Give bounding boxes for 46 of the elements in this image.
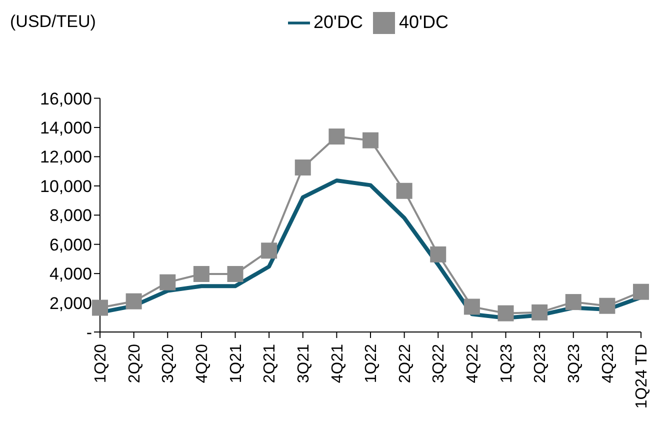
x-tick-label: 3Q23	[566, 344, 583, 384]
point	[362, 132, 378, 148]
y-tick-label: 2,000	[49, 294, 92, 313]
point	[328, 128, 345, 145]
y-tick-label: 16,000	[40, 89, 92, 108]
x-tick-label: 1Q24 TD	[634, 344, 651, 409]
point	[396, 182, 412, 199]
point	[532, 304, 548, 320]
x-tick-label: 3Q22	[430, 344, 448, 384]
y-tick-label: 10,000	[40, 176, 92, 196]
point	[633, 284, 649, 300]
x-tick-label: 4Q23	[600, 344, 617, 384]
point	[193, 266, 210, 282]
x-tick-label: 2Q21	[262, 344, 279, 384]
x-tick-label: 1Q20	[92, 344, 110, 384]
x-tick-label: 2Q20	[126, 344, 144, 384]
x-tick-label: 4Q20	[194, 344, 212, 384]
y-tick-label: 14,000	[40, 118, 92, 138]
y-axis-title: (USD/TEU)	[10, 12, 96, 32]
y-tick-label: 6,000	[49, 235, 92, 254]
point	[261, 242, 278, 259]
point	[498, 305, 514, 322]
x-tick-label: 1Q22	[363, 344, 380, 384]
point	[464, 298, 480, 315]
x-tick-label: 2Q22	[396, 344, 414, 384]
legend-label: 20'DC	[314, 12, 363, 32]
point	[430, 246, 446, 262]
point	[565, 294, 582, 310]
y-tick-label: 4,000	[49, 264, 92, 284]
x-tick-label: 1Q23	[498, 344, 516, 384]
point	[160, 274, 176, 290]
x-tick-label: 2Q23	[532, 344, 550, 384]
y-tick-label: 8,000	[49, 206, 92, 226]
point	[227, 266, 244, 282]
x-tick-label: 3Q21	[295, 344, 312, 384]
x-tick-label: 1Q21	[228, 344, 245, 384]
point	[92, 300, 108, 316]
x-tick-label: 4Q22	[464, 344, 482, 384]
y-tick-label: -	[86, 323, 92, 342]
x-tick-label: 4Q21	[329, 344, 346, 384]
point	[294, 160, 311, 176]
point	[126, 293, 142, 310]
point	[599, 298, 616, 314]
x-tick-label: 3Q20	[160, 344, 178, 384]
y-tick-label: 12,000	[40, 148, 92, 167]
legend-label: 40'DC	[399, 12, 448, 32]
